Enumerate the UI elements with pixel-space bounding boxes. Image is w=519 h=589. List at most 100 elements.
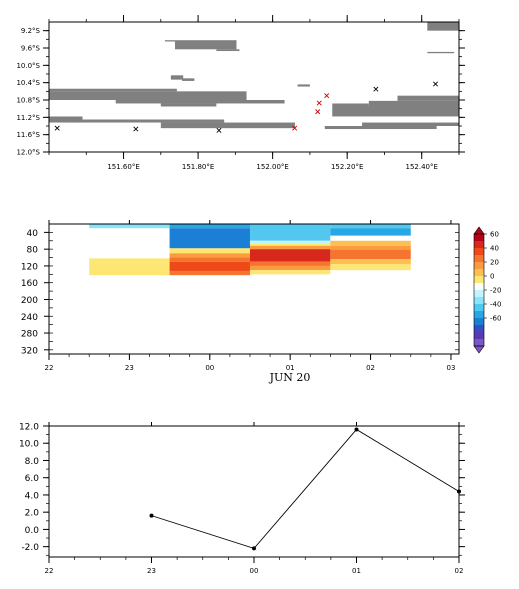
colorbar-tick-label: -60	[490, 315, 501, 323]
series-point	[354, 427, 359, 432]
map-x-tick-label: 151.80°E	[182, 163, 214, 171]
map-x-tick-label: 152.00°E	[256, 163, 288, 171]
heatmap-cell	[330, 224, 411, 229]
colorbar-tick-label: -20	[490, 287, 501, 295]
heatmap-x-tick-label: 03	[446, 364, 455, 372]
track-marker	[315, 109, 321, 115]
map-y-tick-label: 9.2°S	[21, 27, 41, 35]
colorbar-tick-label: 40	[490, 245, 499, 253]
land-bar	[115, 100, 285, 104]
map-y-tick-label: 9.6°S	[21, 45, 41, 53]
line-y-tick-label: 4.0	[25, 491, 40, 501]
colorbar-swatch	[474, 283, 484, 291]
line-y-tick-label: 12.0	[19, 423, 39, 433]
line-y-tick-label: 2.0	[25, 509, 40, 519]
track-marker	[373, 86, 379, 92]
heatmap-cell	[89, 262, 170, 276]
land-bar	[362, 122, 459, 126]
heatmap-cell	[249, 270, 331, 275]
heatmap-frame	[48, 223, 460, 355]
land-bar	[67, 119, 225, 123]
land-bar	[427, 22, 459, 31]
map-y-tick-label: 12.0°S	[16, 149, 40, 157]
colorbar-swatch	[474, 241, 484, 249]
colorbar-min-arrow	[473, 345, 485, 354]
heatmap-y-tick-label: 160	[21, 279, 38, 289]
heatmap-y-tick-label: 80	[27, 246, 39, 256]
heatmap-cell	[249, 240, 331, 244]
colorbar-tick-label: 60	[490, 231, 499, 239]
colorbar-tick-label: 0	[490, 273, 494, 281]
land-bar	[332, 106, 459, 117]
map-x-axis: 151.60°E 151.80°E 152.00°E 152.20°E 152.40°E	[48, 15, 460, 171]
heatmap-y-tick-label: 280	[21, 330, 38, 340]
colorbar-swatch	[474, 262, 484, 270]
colorbar-swatch	[474, 255, 484, 263]
line-x-tick-label: 22	[45, 567, 54, 575]
heatmap-y-axis: 40 80 120 160 200 240 280 320	[21, 223, 459, 356]
heatmap-cell	[330, 240, 411, 246]
track-marker	[292, 125, 298, 131]
land-bar	[160, 103, 217, 107]
heatmap-cells	[89, 224, 411, 276]
heatmap-x-tick-label: 23	[125, 364, 134, 372]
series-point	[252, 546, 256, 551]
map-y-tick-label: 11.6°S	[16, 131, 40, 139]
land-bar	[427, 51, 455, 54]
track-markers	[54, 81, 439, 133]
map-x-tick-label: 152.20°E	[331, 163, 363, 171]
line-y-axis: 12.0 10.0 8.0 6.0 4.0 2.0 0.0 -2.0	[19, 423, 465, 556]
land-bar	[332, 103, 369, 107]
line-y-tick-label: 0.0	[25, 526, 40, 536]
line-y-tick-label: 8.0	[25, 457, 40, 467]
colorbar-swatch	[474, 297, 484, 305]
colorbar-tick-label: 20	[490, 259, 499, 267]
line-x-tick-label: 01	[352, 567, 361, 575]
line-y-tick-label: -2.0	[21, 543, 39, 553]
track-marker	[216, 127, 222, 133]
track-marker	[316, 100, 322, 106]
track-marker	[432, 81, 439, 87]
land-bar	[49, 91, 247, 100]
map-frame	[48, 21, 460, 153]
colorbar-swatch	[474, 304, 484, 312]
land-bar	[397, 95, 459, 101]
land-bar	[49, 88, 177, 92]
track-marker	[54, 125, 60, 131]
track-marker	[324, 93, 330, 99]
line-y-tick-label: 10.0	[19, 440, 39, 450]
heatmap-x-tick-label: 01	[286, 364, 295, 372]
colorbar-max-arrow	[473, 226, 485, 235]
line-y-tick-label: 6.0	[25, 474, 40, 484]
heatmap-cell	[249, 261, 331, 266]
map-y-tick-label: 10.8°S	[16, 97, 40, 105]
heatmap-cell	[169, 248, 250, 254]
colorbar: 60 40 20 0 -20 -40 -60	[473, 226, 501, 354]
land-bar	[182, 78, 195, 81]
heatmap-x-tick-label: 00	[205, 364, 214, 372]
land-layer	[49, 22, 459, 130]
heatmap-y-tick-label: 40	[27, 229, 39, 239]
heatmap-cell	[169, 261, 250, 271]
colorbar-swatch	[474, 290, 484, 298]
line-chart-panel: 22 23 00 01 02 12.0 10.0 8.0 6.0 4.0 2.0 0.0 -2.0	[19, 422, 465, 575]
heatmap-y-tick-label: 320	[21, 346, 38, 356]
colorbar-swatch	[474, 339, 484, 347]
heatmap-cell	[330, 259, 411, 265]
line-x-tick-label: 00	[250, 567, 259, 575]
heatmap-cell	[249, 243, 331, 246]
heatmap-cell	[169, 257, 250, 262]
heatmap-cell	[249, 265, 331, 271]
track-marker	[133, 126, 139, 132]
map-y-axis: 9.2°S 9.6°S 10.0°S 10.4°S 10.8°S 11.2°S 11.6°S…	[16, 27, 465, 157]
heatmap-y-tick-label: 240	[21, 313, 38, 323]
heatmap-y-tick-label: 200	[21, 296, 38, 306]
heatmap-x-tick-label: 22	[45, 364, 54, 372]
heatmap-y-tick-label: 120	[21, 262, 38, 272]
heatmap-cell	[330, 264, 411, 271]
heatmap-cell	[169, 253, 250, 258]
colorbar-swatch	[474, 269, 484, 277]
colorbar-swatch	[474, 332, 484, 340]
